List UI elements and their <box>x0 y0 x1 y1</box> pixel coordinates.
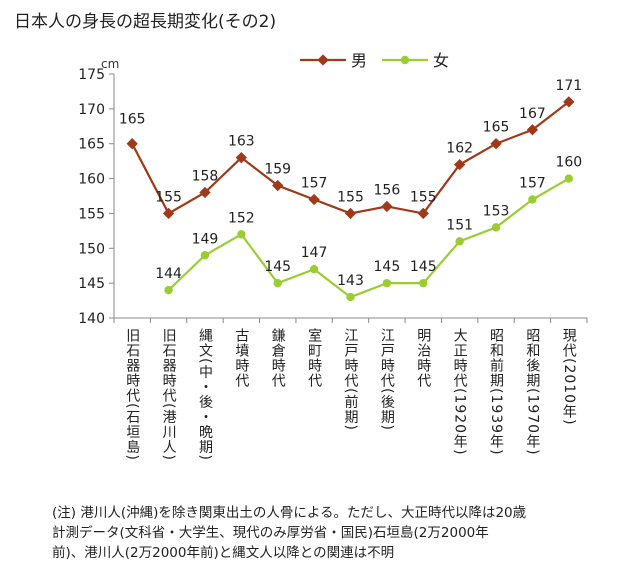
female-data-label-5: 147 <box>301 245 328 261</box>
y-tick-label-175: 175 <box>78 67 105 83</box>
y-tick-label-170: 170 <box>78 102 105 118</box>
male-point-6 <box>344 207 357 220</box>
male-data-label-4: 159 <box>264 162 291 178</box>
female-data-label-3: 152 <box>228 210 255 226</box>
y-axis-unit-label: cm <box>101 57 119 71</box>
x-category-label-0: 旧石器時代(石垣島) <box>124 328 140 461</box>
male-point-5 <box>308 193 320 206</box>
legend-label-female: 女 <box>433 51 449 70</box>
male-data-label-6: 155 <box>337 189 364 205</box>
male-point-7 <box>381 200 393 213</box>
female-point-5 <box>309 265 319 274</box>
female-point-2 <box>200 251 210 260</box>
male-data-label-2: 158 <box>192 169 219 185</box>
x-category-label-8: 明治時代 <box>415 328 431 388</box>
female-data-label-12: 160 <box>555 155 582 171</box>
male-data-label-8: 155 <box>410 189 437 205</box>
female-data-label-4: 145 <box>264 259 291 275</box>
male-point-0 <box>126 138 138 150</box>
female-data-label-6: 143 <box>337 273 364 289</box>
y-tick-label-160: 160 <box>78 172 105 188</box>
y-tick-label-155: 155 <box>78 206 105 222</box>
male-data-label-11: 167 <box>519 106 546 122</box>
male-data-label-7: 156 <box>374 182 401 198</box>
x-category-label-10: 昭和前期(1939年) <box>488 328 504 456</box>
male-data-label-0: 165 <box>119 112 146 128</box>
female-point-8 <box>419 278 428 288</box>
footnote-line-3: 前)、港川人(2万2000年前)と縄文人以降との関連は不明 <box>52 545 395 561</box>
y-tick-label-165: 165 <box>78 137 105 153</box>
male-data-label-10: 165 <box>483 120 510 136</box>
female-data-label-1: 144 <box>155 266 182 282</box>
footnote: (注) 港川人(沖縄)を除き関東出土の人骨による。ただし、大正時代以降は20歳 … <box>52 503 592 563</box>
female-data-label-8: 145 <box>410 259 437 275</box>
series-line-female-0 <box>167 177 570 299</box>
female-point-6 <box>346 292 355 302</box>
female-point-12 <box>564 174 574 183</box>
male-data-label-3: 163 <box>228 134 255 150</box>
male-data-label-5: 157 <box>301 175 328 191</box>
y-tick-label-145: 145 <box>78 276 105 292</box>
female-point-7 <box>382 278 392 288</box>
x-category-label-4: 鎌倉時代 <box>270 328 286 388</box>
male-point-8 <box>417 207 429 220</box>
male-point-3 <box>235 152 248 164</box>
chart-title: 日本人の身長の超長期変化(その2) <box>14 12 276 32</box>
male-point-9 <box>453 158 466 171</box>
female-point-9 <box>455 237 464 246</box>
x-category-label-1: 旧石器時代(港川人) <box>161 328 177 461</box>
x-category-label-9: 大正時代(1920年) <box>452 328 468 456</box>
x-category-label-6: 江戸時代(前期) <box>343 328 359 431</box>
x-category-label-11: 昭和後期(1970年) <box>524 328 540 456</box>
female-point-1 <box>164 285 173 295</box>
male-data-label-9: 162 <box>446 141 473 157</box>
female-point-10 <box>491 223 501 232</box>
footnote-line-2: 計測データ(文科省・大学生、現代のみ厚労省・国民)石垣島(2万2000年 <box>52 525 489 541</box>
female-data-label-7: 145 <box>374 259 401 275</box>
x-category-label-3: 古墳時代 <box>233 328 249 388</box>
y-tick-label-150: 150 <box>78 241 105 257</box>
female-data-label-10: 153 <box>483 203 510 219</box>
male-data-label-12: 171 <box>555 78 582 94</box>
legend-marker-male <box>317 54 329 66</box>
x-category-label-12: 現代(2010年) <box>561 328 577 426</box>
female-point-3 <box>237 230 246 239</box>
legend-label-male: 男 <box>351 51 367 70</box>
male-point-10 <box>490 138 502 150</box>
x-category-label-7: 江戸時代(後期) <box>379 328 395 431</box>
male-point-4 <box>272 179 284 192</box>
x-category-label-2: 縄文(中・後・晩期) <box>197 328 213 461</box>
female-data-label-11: 157 <box>519 175 546 191</box>
male-point-1 <box>162 207 175 220</box>
female-point-4 <box>273 278 282 288</box>
male-data-label-1: 155 <box>155 189 182 205</box>
female-data-label-9: 151 <box>446 217 473 233</box>
y-tick-label-140: 140 <box>78 311 105 327</box>
legend-marker-female <box>400 55 410 65</box>
male-point-2 <box>199 186 211 199</box>
footnote-line-1: (注) 港川人(沖縄)を除き関東出土の人骨による。ただし、大正時代以降は20歳 <box>52 505 527 521</box>
female-data-label-2: 149 <box>192 231 219 247</box>
female-point-11 <box>528 195 537 204</box>
x-category-label-5: 室町時代 <box>306 327 322 388</box>
